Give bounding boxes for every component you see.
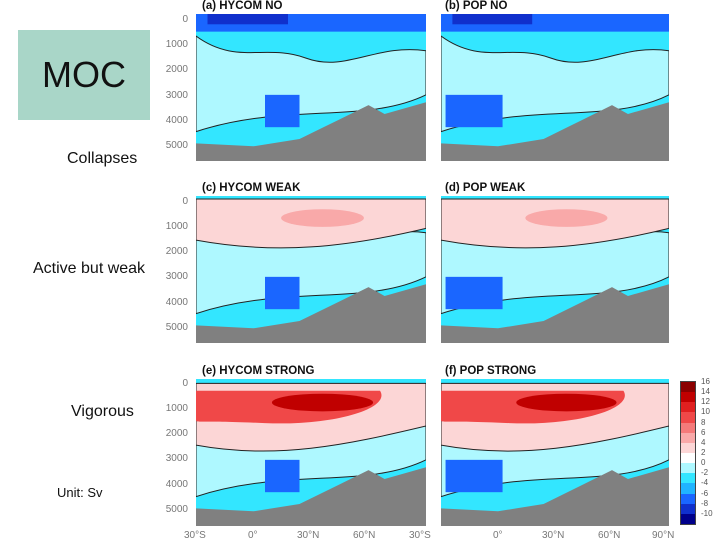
colorbar-swatch (681, 442, 695, 453)
panel-hycom-strong (196, 379, 426, 526)
colorbar-label: 2 (701, 448, 706, 457)
depth-tick: 3000 (165, 453, 188, 464)
surface-strong-negative (452, 14, 533, 25)
unit-label: Unit: Sv (57, 485, 103, 500)
lat-tick: 30°N (542, 530, 565, 541)
moc-contour-plot (196, 196, 426, 343)
positive-core (516, 393, 617, 412)
colorbar-swatch (681, 382, 695, 393)
colorbar-label: 4 (701, 437, 706, 447)
colorbar-label: 6 (701, 427, 706, 437)
lat-tick: 30°S (409, 530, 431, 541)
lat-tick: 0° (248, 530, 258, 541)
colorbar-swatch (681, 483, 695, 494)
colorbar-label: 12 (701, 397, 710, 407)
panel-pop-strong (441, 379, 669, 526)
panel-title-f: (f) POP STRONG (443, 365, 539, 377)
row-label-vigorous: Vigorous (71, 403, 134, 420)
moc-contour-plot (441, 196, 669, 343)
colorbar-label: -8 (701, 498, 709, 508)
colorbar-swatch (681, 513, 695, 524)
seafloor-topography (196, 102, 426, 161)
depth-tick: 3000 (165, 90, 188, 101)
moc-title-box: MOC (18, 30, 150, 120)
seafloor-topography (441, 102, 669, 161)
panel-hycom-weak (196, 196, 426, 343)
lat-tick: 30°S (184, 530, 206, 541)
colorbar-swatch (681, 503, 695, 514)
moc-contour-plot (441, 14, 669, 161)
depth-tick: 2000 (165, 246, 188, 257)
surface-strong-negative (207, 14, 288, 25)
deep-negative-cell (265, 459, 300, 493)
colorbar-label: 0 (701, 458, 706, 468)
colorbar-label: -2 (701, 468, 709, 478)
depth-tick: 1000 (165, 403, 188, 414)
depth-tick: 2000 (165, 64, 188, 75)
panel-title-d: (d) POP WEAK (443, 182, 528, 194)
depth-tick: 5000 (165, 140, 188, 151)
depth-tick: 5000 (165, 504, 188, 515)
moc-contour-plot (196, 14, 426, 161)
panel-title-b: (b) POP NO (443, 0, 510, 12)
depth-tick: 1000 (165, 221, 188, 232)
depth-tick: 5000 (165, 322, 188, 333)
moc-contour-plot (441, 379, 669, 526)
colorbar-label: 8 (701, 417, 706, 427)
lat-tick: 60°N (598, 530, 621, 541)
depth-tick: 4000 (165, 479, 188, 490)
panel-title-c: (c) HYCOM WEAK (200, 182, 303, 194)
lat-tick: 90°N (652, 530, 675, 541)
colorbar-swatch (681, 452, 695, 464)
colorbar-swatch (681, 412, 695, 423)
positive-core (271, 393, 374, 412)
panel-title-a: (a) HYCOM NO (200, 0, 285, 12)
colorbar-swatch (681, 432, 695, 443)
panel-title-e: (e) HYCOM STRONG (200, 365, 317, 377)
depth-tick: 1000 (165, 39, 188, 50)
deep-negative-cell (445, 459, 503, 493)
panel-hycom-no (196, 14, 426, 161)
deep-negative-cell (265, 94, 300, 128)
row-label-weak: Active but weak (33, 260, 146, 277)
deep-negative-cell (445, 94, 503, 128)
depth-tick: 2000 (165, 428, 188, 439)
colorbar-label: 10 (701, 407, 710, 417)
positive-core (525, 209, 608, 227)
moc-title: MOC (42, 54, 126, 95)
colorbar-label: -6 (701, 488, 709, 498)
colorbar-swatch (681, 473, 695, 484)
panel-pop-no (441, 14, 669, 161)
panel-pop-weak (441, 196, 669, 343)
colorbar-label: 14 (701, 387, 710, 397)
colorbar-swatch (681, 463, 695, 474)
lat-tick: 0° (493, 530, 503, 541)
deep-negative-cell (265, 276, 300, 310)
depth-tick: 0 (182, 378, 188, 389)
moc-contour-plot (196, 379, 426, 526)
depth-tick: 4000 (165, 297, 188, 308)
colorbar-label: -10 (701, 508, 713, 518)
depth-tick: 0 (182, 196, 188, 207)
lat-tick: 30°N (297, 530, 320, 541)
lat-tick: 60°N (353, 530, 376, 541)
deep-negative-cell (445, 276, 503, 310)
depth-tick: 3000 (165, 271, 188, 282)
colorbar-swatch (681, 422, 695, 433)
depth-tick: 4000 (165, 115, 188, 126)
colorbar (680, 381, 696, 525)
positive-core (281, 209, 364, 227)
row-label-collapses: Collapses (67, 150, 138, 167)
colorbar-swatch (681, 493, 695, 504)
colorbar-swatch (681, 392, 695, 403)
depth-tick: 0 (182, 14, 188, 25)
colorbar-swatch (681, 402, 695, 413)
colorbar-label: -4 (701, 478, 709, 488)
colorbar-label: 16 (701, 377, 710, 386)
